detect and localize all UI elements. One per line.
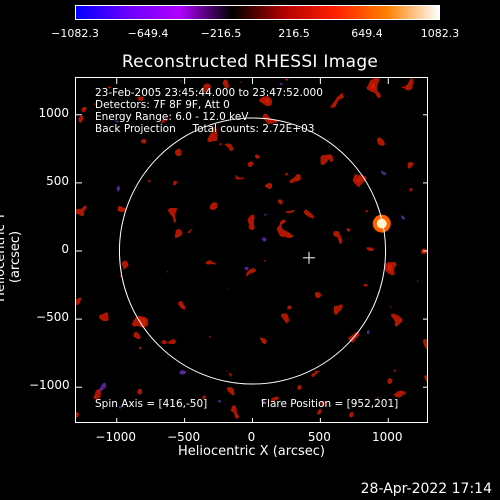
colorbar: [75, 5, 440, 20]
x-tick-label: −500: [167, 430, 201, 444]
colorbar-tick-label: 216.5: [278, 27, 310, 40]
y-axis-label: Heliocentric Y (arcsec): [0, 212, 23, 302]
y-tick-label: −1000: [29, 378, 70, 393]
colorbar-tick-label: −649.4: [127, 27, 169, 40]
flare-position-text: Flare Position = [952,201]: [261, 398, 399, 410]
colorbar-tick-label: 649.4: [351, 27, 383, 40]
info-detectors: Detectors: 7F 8F 9F, Att 0: [95, 99, 230, 111]
info-block: 23-Feb-2005 23:45:44.000 to 23:47:52.000…: [95, 87, 323, 135]
y-tick-label: −500: [36, 310, 69, 325]
colorbar-tick-label: −1082.3: [51, 27, 99, 40]
info-method-counts: Back Projection Total counts: 2.72E+03: [95, 123, 315, 135]
solar-limb: [118, 117, 387, 385]
hotspots: [372, 214, 391, 233]
spin-axis-marker: [302, 251, 315, 264]
x-tick-label: 0: [247, 430, 256, 444]
x-tick-label: 1000: [371, 430, 403, 444]
y-tick-label: 1000: [38, 105, 69, 120]
x-axis-label: Heliocentric X (arcsec): [178, 444, 325, 459]
timestamp: 28-Apr-2022 17:14: [360, 481, 492, 497]
spin-axis-text: Spin Axis = [416,-50]: [95, 398, 208, 410]
y-tick-label: 500: [46, 173, 69, 188]
x-tick-label: −1000: [95, 430, 137, 444]
info-energy-range: Energy Range: 6.0 - 12.0 keV: [95, 111, 249, 123]
y-tick-label: 0: [61, 242, 69, 256]
plot-title: Reconstructed RHESSI Image: [121, 52, 379, 72]
info-time-range: 23-Feb-2005 23:45:44.000 to 23:47:52.000: [95, 87, 323, 99]
colorbar-tick-label: −216.5: [200, 27, 242, 40]
x-tick-label: 500: [307, 430, 331, 444]
rhessi-image: [76, 78, 427, 422]
flare-hotspot-core: [376, 218, 387, 229]
image-panel: 23-Feb-2005 23:45:44.000 to 23:47:52.000…: [75, 77, 428, 423]
colorbar-tick-label: 1082.3: [420, 27, 460, 40]
